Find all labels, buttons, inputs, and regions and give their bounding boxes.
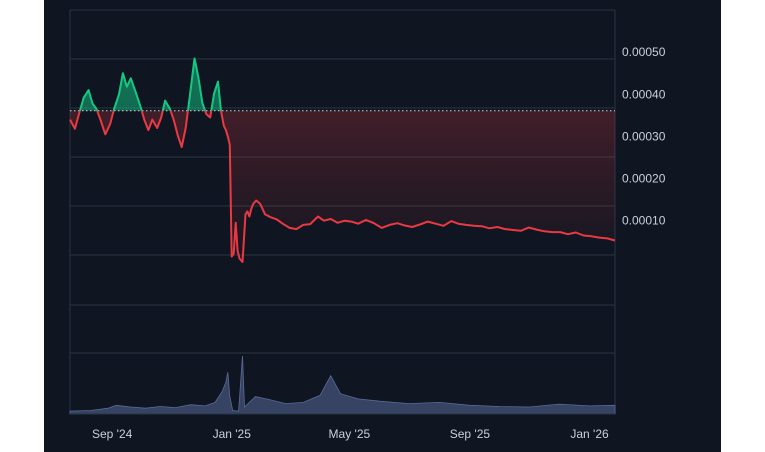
chart-panel: 0.00050 0.00040 0.00030 0.00020 0.00010 Sep '… — [44, 0, 721, 452]
y-tick-label: 0.00040 — [622, 87, 666, 101]
y-tick-label: 0.00050 — [622, 45, 666, 59]
volume-area — [69, 355, 616, 415]
x-tick-label: Sep '24 — [92, 427, 133, 441]
x-tick-label: Sep '25 — [450, 427, 491, 441]
y-tick-label: 0.00030 — [622, 129, 666, 143]
price-line-below — [69, 110, 616, 263]
y-tick-label: 0.00010 — [622, 214, 666, 228]
y-tick-label: 0.00020 — [622, 172, 666, 186]
price-chart[interactable]: 0.00050 0.00040 0.00030 0.00020 0.00010 Sep '… — [44, 0, 721, 452]
x-tick-label: May '25 — [329, 427, 371, 441]
x-tick-label: Jan '26 — [570, 427, 609, 441]
area-below-reference — [70, 110, 615, 262]
area-above-reference — [70, 58, 615, 111]
x-tick-label: Jan '25 — [213, 427, 252, 441]
